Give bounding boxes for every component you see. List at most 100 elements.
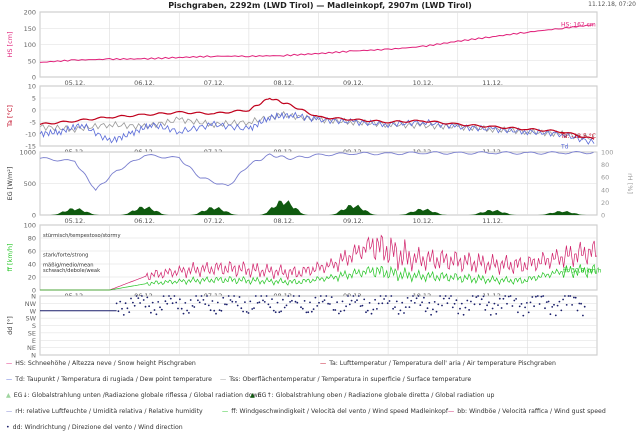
dd-point — [497, 304, 499, 306]
dd-point — [547, 300, 550, 303]
dd-point — [121, 307, 123, 310]
legend-item: — rH: relative Luftfeuchte / Umidità rela… — [6, 408, 203, 415]
dd-point — [272, 309, 275, 312]
y2-tick-label: 0 — [601, 212, 605, 220]
y-tick-label: -15 — [25, 143, 36, 151]
dd-point — [133, 304, 136, 307]
dd-point — [184, 302, 187, 304]
dd-point — [475, 296, 478, 298]
dd-point — [415, 297, 418, 300]
dd-point — [460, 302, 463, 305]
dd-point — [350, 299, 353, 302]
dd-point — [470, 300, 472, 303]
dd-point — [173, 295, 176, 297]
dd-point — [309, 301, 311, 304]
dd-point — [282, 298, 284, 301]
dd-point — [262, 299, 264, 302]
x-tick-label: 08.12. — [273, 217, 294, 225]
dd-point — [513, 299, 516, 302]
y2-tick-label: 40 — [601, 186, 609, 194]
dd-point — [379, 295, 382, 297]
dd-point — [457, 312, 460, 315]
series-td — [39, 111, 595, 145]
legend-symbol: ▲ — [6, 392, 11, 399]
dd-point — [122, 314, 125, 316]
y-tick-label: 60 — [28, 248, 36, 256]
dd-point — [412, 295, 414, 297]
wind-level-label: mäßig/medio/mean — [43, 263, 94, 269]
dd-point — [448, 297, 451, 300]
dd-point — [536, 295, 539, 297]
y-tick-label: 100 — [24, 222, 36, 230]
dd-point — [578, 302, 581, 305]
dd-point — [157, 301, 160, 303]
dd-point — [202, 299, 205, 301]
series-tss — [39, 110, 595, 141]
series-ff — [40, 263, 598, 291]
dd-point — [571, 304, 573, 306]
y-tick-label: E — [32, 337, 36, 345]
dd-point — [307, 311, 310, 314]
dd-point — [280, 310, 282, 313]
dd-point — [343, 309, 346, 312]
dd-point — [276, 301, 279, 304]
y-tick-label: 0 — [32, 287, 36, 295]
dd-point — [582, 314, 584, 317]
dd-point — [421, 301, 423, 304]
legend-label: Td: Taupunkt / Temperatura di rugiada / … — [15, 376, 212, 383]
dd-point — [305, 311, 308, 314]
dd-point — [535, 295, 537, 298]
dd-point — [263, 301, 266, 303]
dd-point — [515, 298, 517, 300]
dd-point — [323, 299, 326, 301]
dd-point — [236, 304, 239, 307]
dd-point — [394, 306, 396, 308]
y2-tick-label: 80 — [601, 161, 609, 169]
dd-point — [197, 299, 199, 302]
dd-point — [551, 306, 554, 308]
dd-point — [383, 298, 385, 300]
dd-point — [549, 313, 552, 316]
dd-point — [374, 298, 376, 301]
dd-point — [231, 300, 234, 303]
dd-point — [166, 302, 169, 305]
dd-point — [195, 295, 198, 297]
radiation-hump — [537, 211, 587, 215]
legend-symbol: — — [6, 360, 13, 367]
dd-point — [403, 312, 405, 314]
x-tick-label: 10.12. — [413, 79, 434, 87]
dd-point — [399, 309, 402, 312]
wind-level-label: stürmisch/tempestoso/stormy — [43, 233, 121, 239]
annotation: HS: 162 cm — [561, 21, 596, 28]
dd-point — [169, 297, 172, 300]
dd-point — [139, 302, 142, 304]
dd-point — [334, 309, 337, 311]
dd-point — [489, 314, 492, 316]
dd-point — [502, 297, 505, 300]
legend-label: dd: Windrichtung / Direzione del vento /… — [12, 424, 183, 431]
dd-point — [495, 313, 498, 315]
dd-point — [336, 301, 338, 304]
dd-point — [531, 296, 534, 298]
dd-point — [247, 312, 250, 314]
legend-label: HS: Schneehöhe / Altezza neve / Snow hei… — [15, 360, 196, 367]
dd-point — [117, 310, 120, 313]
dd-point — [115, 302, 118, 305]
dd-point — [298, 295, 301, 297]
dd-point — [235, 301, 237, 303]
dd-point — [500, 307, 503, 309]
dd-point — [229, 299, 232, 301]
dd-point — [338, 312, 340, 315]
dd-point — [222, 296, 225, 299]
dd-point — [253, 307, 255, 309]
dd-point — [271, 298, 273, 300]
legend-label: Tss: Oberflächentemperatur / Temperatura… — [229, 376, 472, 383]
dd-point — [359, 305, 362, 307]
dd-point — [224, 303, 226, 306]
dd-point — [430, 313, 432, 316]
y-tick-label: 100 — [24, 41, 36, 49]
x-tick-label: 11.12. — [482, 79, 503, 87]
dd-point — [251, 308, 254, 310]
dd-point — [164, 300, 167, 303]
dd-point — [565, 304, 568, 306]
